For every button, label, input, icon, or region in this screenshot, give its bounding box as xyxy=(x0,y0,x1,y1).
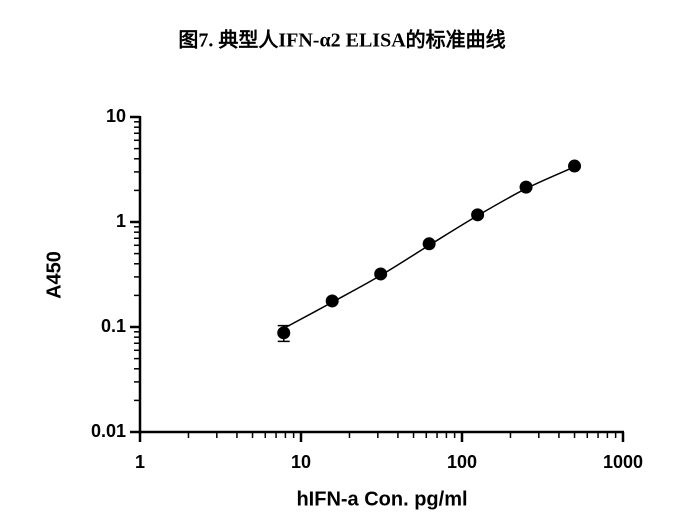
data-point xyxy=(374,267,388,281)
data-point xyxy=(519,180,533,194)
data-point xyxy=(568,159,582,173)
x-tick-label: 10 xyxy=(291,452,311,472)
data-point xyxy=(422,237,436,251)
chart-title: 图7. 典型人IFN-α2 ELISA的标准曲线 xyxy=(178,28,505,52)
x-tick-label: 100 xyxy=(447,452,477,472)
x-tick-label: 1 xyxy=(135,452,145,472)
x-axis-label: hIFN-a Con. pg/ml xyxy=(296,488,467,510)
data-point xyxy=(277,326,291,340)
data-point xyxy=(471,208,485,222)
y-axis-label: A450 xyxy=(43,251,65,299)
y-tick-label: 0.01 xyxy=(91,421,126,441)
x-tick-label: 1000 xyxy=(603,452,643,472)
y-tick-label: 1 xyxy=(116,211,126,231)
y-tick-label: 0.1 xyxy=(101,316,126,336)
data-point xyxy=(325,294,339,308)
y-tick-label: 10 xyxy=(106,106,126,126)
